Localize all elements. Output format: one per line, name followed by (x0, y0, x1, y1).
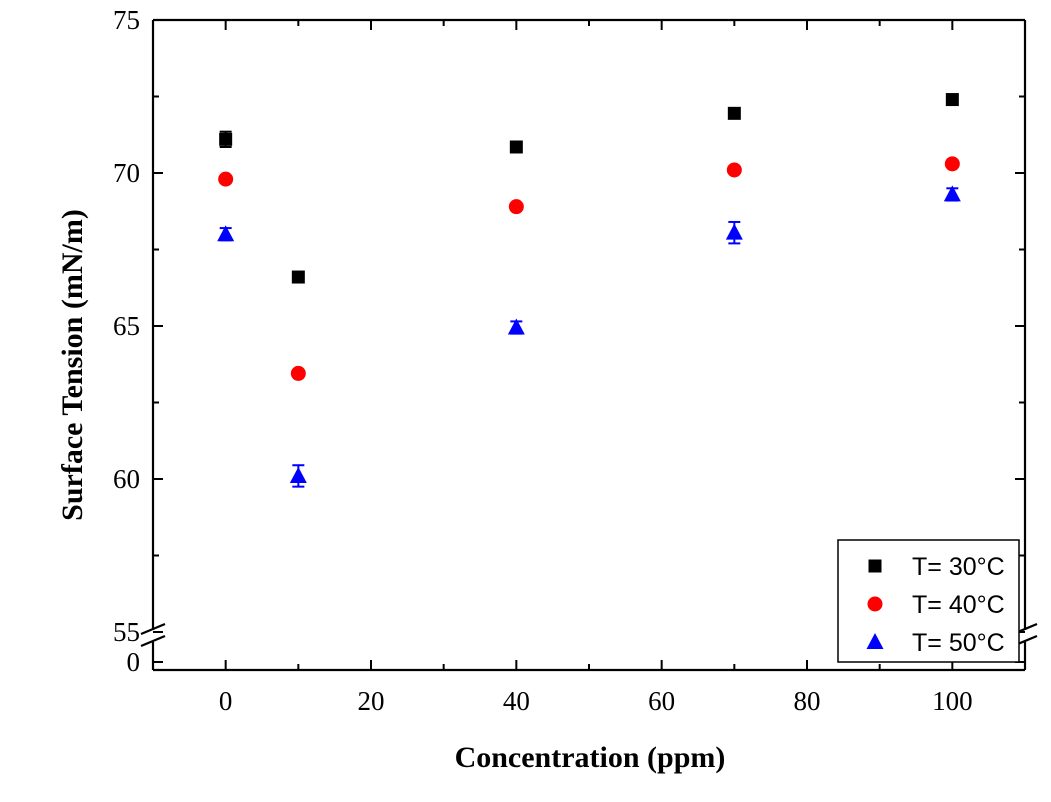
legend-label: T= 30°C (912, 553, 1005, 581)
y-tick-labels: 55 60 65 70 75 0 (113, 5, 140, 677)
data-point (725, 223, 743, 240)
legend: T= 30°C T= 40°C T= 50°C (837, 539, 1020, 663)
data-marks (217, 93, 961, 488)
data-point (219, 132, 233, 146)
legend-label: T= 50°C (912, 629, 1005, 657)
x-tick-labels: 0 20 40 60 80 100 (219, 686, 973, 716)
axis-break-left-1 (140, 622, 166, 636)
x-tick-label: 40 (503, 686, 530, 716)
legend-marker (868, 559, 882, 573)
legend-marker (866, 633, 884, 649)
axis-break-left-2 (140, 634, 166, 648)
data-point (509, 140, 523, 154)
data-point (508, 199, 524, 215)
legend-label: T= 40°C (912, 591, 1005, 619)
y-tick-label-zero: 0 (127, 647, 141, 677)
x-axis-title: Concentration (ppm) (455, 741, 726, 774)
y-tick-label: 55 (113, 617, 140, 647)
data-point (726, 162, 742, 178)
series-triangle (217, 185, 961, 488)
data-point (944, 156, 960, 172)
data-point (290, 365, 306, 381)
plot-frame (140, 18, 1038, 672)
x-tick-label: 0 (219, 686, 233, 716)
data-point (943, 185, 961, 202)
y-axis-title: Surface Tension (mN/m) (56, 209, 89, 521)
data-point (727, 106, 741, 120)
y-tick-label: 75 (113, 5, 140, 35)
x-tick-label: 100 (932, 686, 973, 716)
series-circle (218, 156, 960, 381)
data-point (507, 318, 525, 335)
data-point (291, 270, 305, 284)
legend-marker (867, 596, 883, 612)
data-point (218, 171, 234, 187)
series-square (219, 93, 959, 284)
y-tick-label: 60 (113, 464, 140, 494)
y-tick-label: 65 (113, 311, 140, 341)
x-tick-label: 60 (648, 686, 675, 716)
data-point (945, 93, 959, 107)
data-point (217, 225, 235, 242)
x-tick-label: 80 (794, 686, 821, 716)
data-point (289, 466, 307, 483)
y-tick-label: 70 (113, 158, 140, 188)
x-tick-label: 20 (358, 686, 385, 716)
